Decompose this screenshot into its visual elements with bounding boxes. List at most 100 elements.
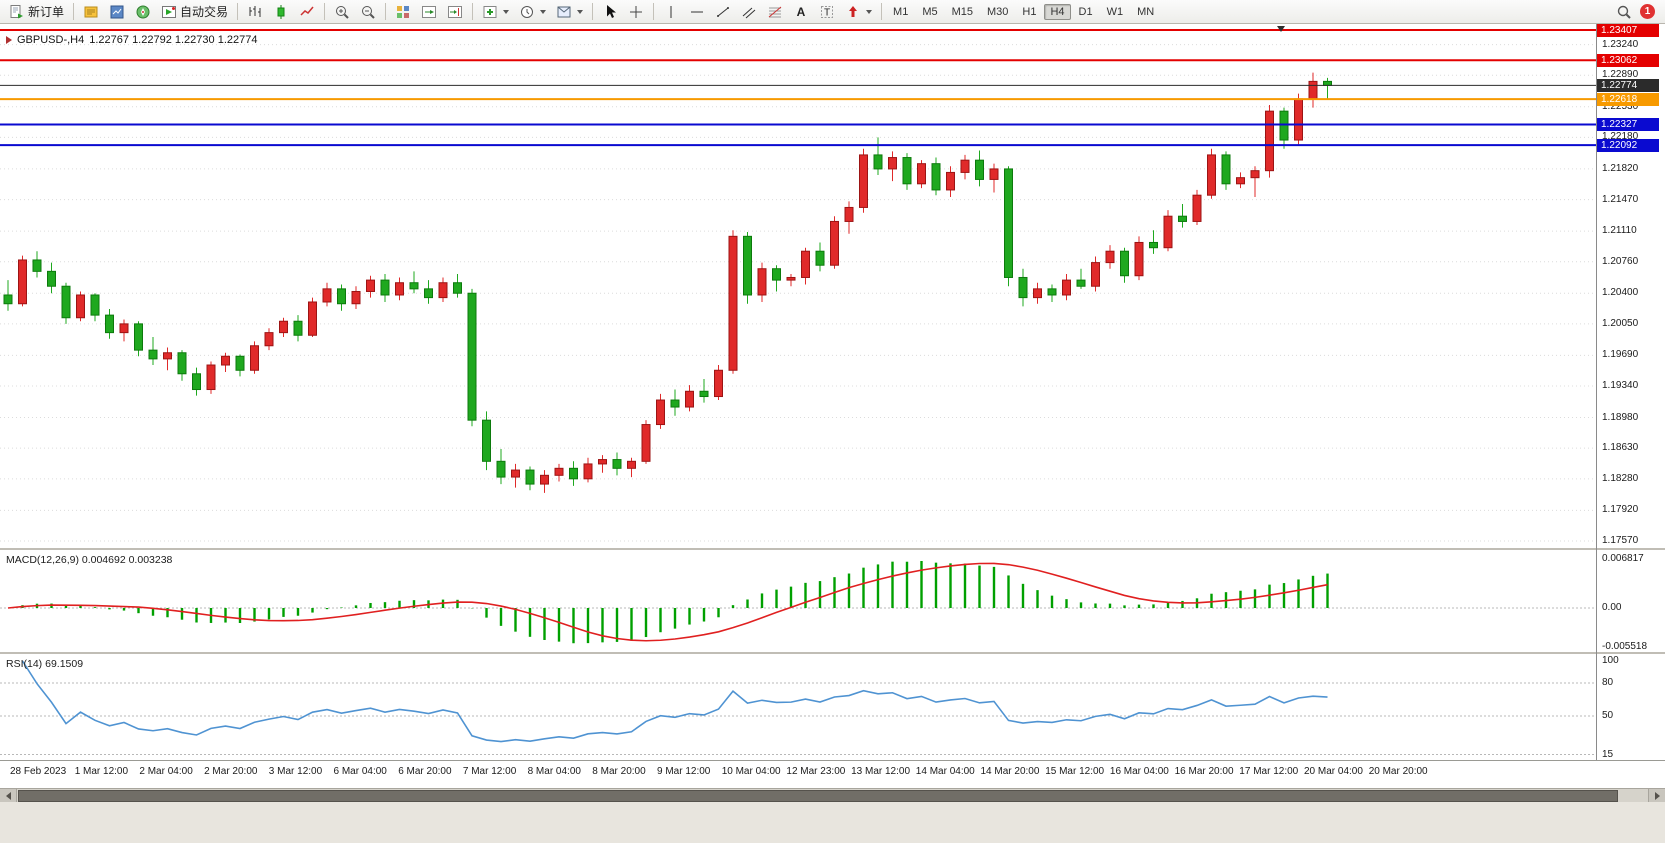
- macd-pane[interactable]: [0, 550, 1596, 652]
- new-chart-button[interactable]: [477, 2, 514, 22]
- candle-body: [917, 163, 926, 185]
- macd-signal-line: [7, 562, 1328, 642]
- timeframe-button-D1[interactable]: D1: [1078, 5, 1093, 18]
- scroll-right-button[interactable]: [1648, 789, 1665, 803]
- candle-body: [163, 352, 172, 360]
- trendline-icon[interactable]: [710, 2, 736, 22]
- rsi-pane[interactable]: [0, 654, 1596, 758]
- periods-button[interactable]: [514, 2, 551, 22]
- price-label: 1.18280: [1602, 472, 1639, 484]
- timeframe-button-W1[interactable]: W1: [1106, 5, 1124, 18]
- line-chart-icon[interactable]: [294, 2, 320, 22]
- channel-icon[interactable]: [736, 2, 762, 22]
- price-label: 1.18980: [1602, 411, 1639, 423]
- chart-shift-marker[interactable]: [1277, 26, 1285, 32]
- arrows-icon: [845, 4, 861, 20]
- price-label: 1.21820: [1602, 162, 1639, 174]
- candle-body: [1250, 170, 1260, 179]
- timeframe-button-M15[interactable]: M15: [951, 5, 973, 18]
- metaeditor-icon[interactable]: [78, 2, 104, 22]
- candle-body: [3, 294, 13, 305]
- candles: [3, 72, 1332, 493]
- candle-body: [1279, 110, 1289, 141]
- price-chart-pane[interactable]: [0, 24, 1596, 548]
- time-label: 2 Mar 20:00: [204, 766, 258, 777]
- autotrading-label: 自动交易: [180, 5, 229, 19]
- candle-body: [1018, 276, 1028, 299]
- toolbar-separator: [881, 3, 883, 20]
- autotrading-icon: [161, 4, 177, 20]
- timeframe-button-MN[interactable]: MN: [1137, 5, 1155, 18]
- candle-body: [250, 345, 259, 371]
- candle-body: [496, 460, 506, 478]
- candle-body: [511, 469, 520, 478]
- auto-scroll-icon[interactable]: [416, 2, 442, 22]
- horizontal-scrollbar[interactable]: [0, 788, 1665, 803]
- price-badge-support: 1.22092: [1597, 138, 1659, 152]
- arrows-button[interactable]: [840, 2, 877, 22]
- notification-badge[interactable]: 1: [1640, 4, 1655, 19]
- navigator-icon[interactable]: [130, 2, 156, 22]
- cursor-icon[interactable]: [597, 2, 623, 22]
- candle-body: [1062, 279, 1071, 296]
- time-label: 7 Mar 12:00: [462, 766, 517, 777]
- candle-body: [1047, 288, 1057, 296]
- candle-body: [395, 282, 404, 296]
- timeframe-button-M30[interactable]: M30: [987, 5, 1009, 18]
- candle-body: [1004, 168, 1013, 278]
- text-icon[interactable]: A: [788, 2, 814, 22]
- timeframe-button-H4[interactable]: H4: [1044, 3, 1071, 20]
- level-lines[interactable]: [0, 29, 1596, 147]
- label-icon[interactable]: T: [814, 2, 840, 22]
- svg-text:A: A: [797, 5, 806, 19]
- time-label: 1 Mar 12:00: [74, 766, 129, 777]
- time-label: 16 Mar 04:00: [1109, 766, 1169, 777]
- candle-body: [192, 373, 201, 391]
- timeframe-button-M1[interactable]: M1: [893, 5, 909, 18]
- horizontal-line-icon[interactable]: [684, 2, 710, 22]
- candle-body: [47, 270, 56, 287]
- price-label: 1.22180: [1602, 131, 1639, 143]
- new-order-button[interactable]: 新订单: [4, 1, 69, 22]
- candle-body: [264, 332, 274, 347]
- price-label: 1.19690: [1602, 349, 1639, 361]
- candle-body: [279, 320, 288, 334]
- price-label: 1.20400: [1602, 287, 1639, 299]
- candle-body: [424, 288, 433, 299]
- tile-windows-icon[interactable]: [390, 2, 416, 22]
- toolbar-separator: [73, 3, 75, 20]
- macd-name: MACD(12,26,9): [6, 554, 79, 566]
- candle-body: [859, 154, 868, 208]
- templates-button[interactable]: [551, 2, 588, 22]
- candle-body: [18, 259, 27, 305]
- timeframe-button-H1[interactable]: H1: [1022, 5, 1037, 18]
- time-label: 20 Mar 20:00: [1368, 766, 1428, 777]
- search-icon[interactable]: [1616, 4, 1632, 20]
- fibonacci-icon[interactable]: [762, 2, 788, 22]
- candle-body: [1149, 241, 1158, 249]
- timeframe-button-M5[interactable]: M5: [922, 5, 938, 18]
- candle-body: [1221, 154, 1231, 185]
- arrow-right-icon: [1654, 792, 1660, 800]
- bar-chart-icon[interactable]: [242, 2, 268, 22]
- price-label: 1.20050: [1602, 317, 1639, 329]
- pane-separator[interactable]: [0, 652, 1665, 654]
- crosshair-icon[interactable]: [623, 2, 649, 22]
- scroll-left-button[interactable]: [0, 789, 17, 803]
- zoom-in-icon[interactable]: [329, 2, 355, 22]
- macd-histogram: [21, 560, 1329, 644]
- scrollbar-thumb[interactable]: [18, 790, 1618, 802]
- candle-body: [438, 282, 448, 299]
- pane-separator[interactable]: [0, 548, 1665, 550]
- vertical-line-icon[interactable]: [658, 2, 684, 22]
- chart-shift-icon[interactable]: [442, 2, 468, 22]
- autotrading-button[interactable]: 自动交易: [156, 1, 233, 22]
- price-axis-line: [1596, 24, 1597, 760]
- candlestick-chart-icon[interactable]: [268, 2, 294, 22]
- market-watch-icon[interactable]: [104, 2, 130, 22]
- window-bottom: [0, 802, 1665, 843]
- zoom-out-icon[interactable]: [355, 2, 381, 22]
- price-label: 1.19340: [1602, 380, 1639, 392]
- candle-body: [90, 294, 100, 316]
- candle-body: [685, 390, 694, 408]
